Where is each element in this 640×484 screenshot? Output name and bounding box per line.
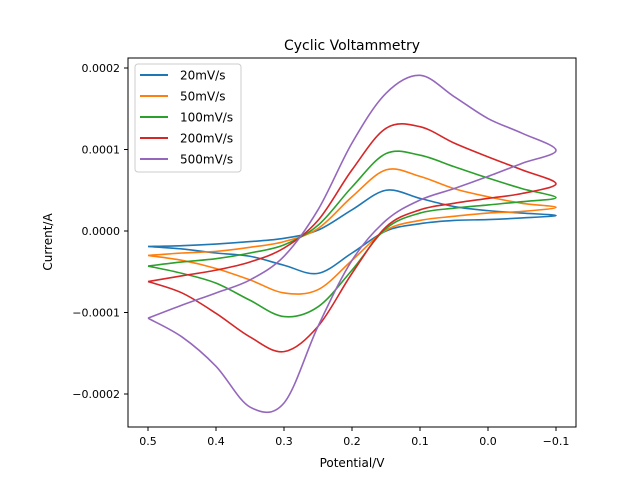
legend-label: 200mV/s: [180, 132, 233, 146]
legend-label: 500mV/s: [180, 153, 233, 167]
y-axis: 0.0002 0.0001 0.0000 −0.0001 −0.0002: [72, 62, 128, 401]
legend-label: 50mV/s: [180, 90, 225, 104]
series-lines: [147, 74, 557, 414]
y-tick-label: −0.0002: [72, 388, 120, 401]
series-line-200mV-s: [147, 123, 557, 353]
x-tick-label: 0.5: [139, 435, 157, 448]
legend-label: 100mV/s: [180, 111, 233, 125]
y-tick-label: 0.0002: [82, 62, 121, 75]
y-axis-label: Current/A: [41, 213, 55, 271]
x-tick-label: 0.2: [343, 435, 361, 448]
series-line-100mV-s: [147, 150, 557, 318]
x-tick-label: 0.4: [207, 435, 225, 448]
x-tick-label: 0.1: [411, 435, 429, 448]
y-tick-label: 0.0000: [82, 225, 121, 238]
series-line-20mV-s: [147, 189, 557, 275]
x-tick-label: 0.0: [479, 435, 497, 448]
legend-label: 20mV/s: [180, 69, 225, 83]
x-axis: 0.5 0.4 0.3 0.2 0.1 0.0 −0.1: [139, 427, 569, 448]
x-tick-label: −0.1: [543, 435, 570, 448]
x-tick-label: 0.3: [275, 435, 293, 448]
y-tick-label: 0.0001: [82, 144, 121, 157]
series-line-500mV-s: [147, 74, 557, 414]
chart-title: Cyclic Voltammetry: [284, 38, 420, 54]
legend: 20mV/s 50mV/s 100mV/s 200mV/s 500mV/s: [134, 63, 242, 173]
y-tick-label: −0.0001: [72, 307, 120, 320]
x-axis-label: Potential/V: [320, 456, 386, 470]
series-line-50mV-s: [147, 168, 557, 295]
legend-box: [134, 63, 242, 173]
